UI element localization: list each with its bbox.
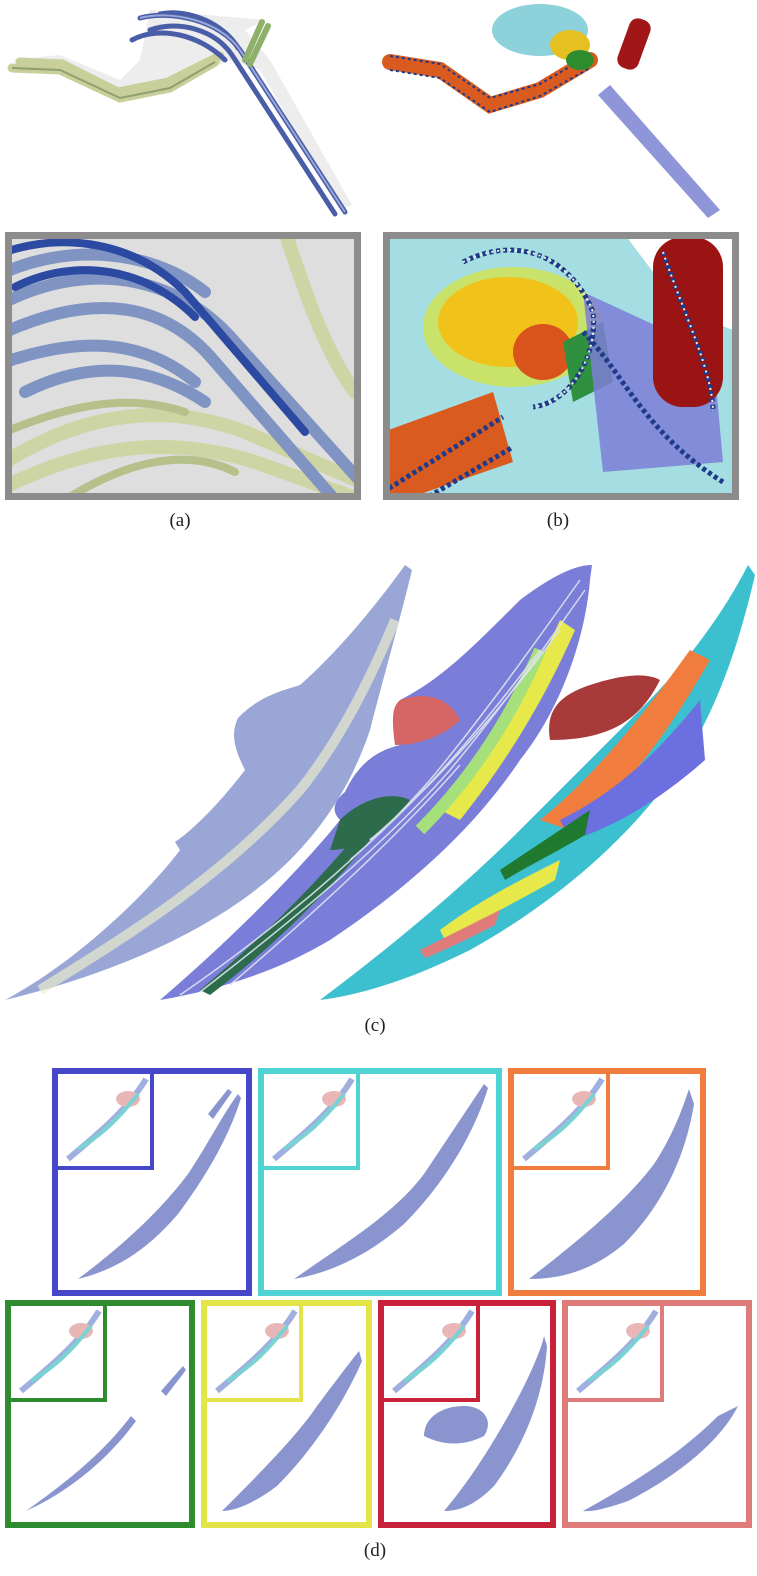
- inset-overview-image: [392, 1309, 475, 1394]
- cluster-surface-image: [26, 1366, 186, 1511]
- zoom-frame-b: [383, 232, 739, 500]
- cluster-surface-image: [78, 1089, 241, 1279]
- cluster-panel-green: [5, 1300, 195, 1528]
- stream-surfaces-image: [5, 565, 755, 1000]
- inset-overview-image: [66, 1077, 149, 1162]
- inset-overview-image: [576, 1309, 659, 1394]
- cluster-inset-orange: [514, 1074, 610, 1170]
- cluster-inset-cyan: [264, 1074, 360, 1170]
- panel-b-overview: [380, 0, 757, 225]
- streamlines-zoom-image: [5, 232, 361, 500]
- vessel-segments-overview: [382, 4, 720, 218]
- panel-a-overview: [0, 0, 370, 225]
- cluster-inset-green: [11, 1306, 107, 1402]
- cluster-inset-yellow: [207, 1306, 303, 1402]
- cluster-panel-pink: [562, 1300, 752, 1528]
- cluster-surface-image: [424, 1336, 547, 1511]
- cluster-surface-image: [294, 1084, 488, 1279]
- zoom-frame-a: [5, 232, 361, 500]
- caption-a: (a): [169, 510, 191, 531]
- vessel-streamlines-overview: [7, 10, 352, 217]
- caption-c: (c): [364, 1015, 386, 1036]
- cluster-panel-yellow: [201, 1300, 372, 1528]
- cluster-surface-image: [222, 1351, 362, 1511]
- cluster-surface-image: [529, 1089, 694, 1279]
- caption-b: (b): [546, 510, 570, 531]
- cluster-panel-blue: [52, 1068, 252, 1296]
- cluster-inset-red: [384, 1306, 480, 1402]
- segments-zoom-image: [383, 232, 739, 500]
- cluster-inset-blue: [58, 1074, 154, 1170]
- cluster-panel-cyan: [258, 1068, 502, 1296]
- cluster-panel-red: [378, 1300, 556, 1528]
- inset-overview-image: [19, 1309, 102, 1394]
- inset-overview-image: [272, 1077, 355, 1162]
- cluster-panel-orange: [508, 1068, 706, 1296]
- panel-b-zoom: [383, 232, 739, 500]
- inset-overview-image: [215, 1309, 298, 1394]
- cluster-inset-pink: [568, 1306, 664, 1402]
- panel-a-zoom: [5, 232, 361, 500]
- panel-c: [0, 560, 757, 1005]
- caption-d: (d): [363, 1540, 387, 1561]
- cluster-surface-image: [583, 1406, 738, 1512]
- inset-overview-image: [522, 1077, 605, 1162]
